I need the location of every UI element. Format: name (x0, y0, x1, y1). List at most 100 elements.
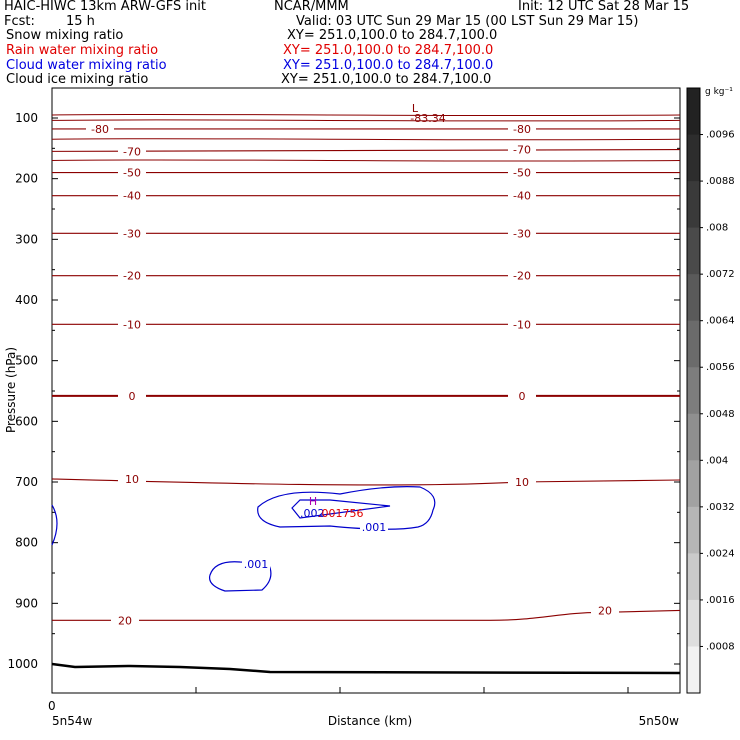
y-tick-label: 500 (15, 354, 38, 368)
isotherm--10 (51, 323, 681, 326)
isotherm-label: 0 (129, 390, 136, 403)
colorbar-swatch (687, 88, 700, 136)
maximum-marker: H (309, 495, 317, 508)
isotherm-label-bg (118, 227, 146, 240)
isotherm-label-bg (508, 476, 536, 488)
field-xy-snow: XY= 251.0,100.0 to 284.7,100.0 (287, 28, 498, 43)
field-name-snow: Snow mixing ratio (6, 28, 124, 43)
isotherm-label-bg (118, 318, 146, 331)
colorbar-swatch (687, 413, 700, 461)
colorbar-swatch (687, 134, 700, 182)
valid-time: Valid: 03 UTC Sun 29 Mar 15 (00 LST Sun … (296, 14, 639, 29)
y-tick-label: 600 (15, 414, 38, 428)
isotherm-label-bg (86, 122, 114, 135)
colorbar-swatch (687, 367, 700, 415)
isotherm-label-bg (111, 614, 139, 627)
isotherm-0 (51, 394, 681, 398)
isotherm-label: -70 (513, 144, 531, 157)
isotherm-label-bg (508, 269, 536, 282)
isotherm-unlabeled (51, 113, 681, 117)
isotherm-label-bg (118, 472, 146, 485)
y-tick-label: 300 (15, 232, 38, 246)
isotherm-label: -50 (123, 167, 141, 180)
colorbar-swatch (687, 646, 700, 694)
colorbar-tick-label: .0024 (706, 548, 735, 559)
minimum-value: -83.34 (410, 112, 445, 125)
isotherm-label: 10 (125, 473, 139, 486)
colorbar-tick-label: .0064 (706, 316, 735, 327)
rain-max-value: .001756 (318, 507, 364, 520)
isotherm-unlabeled (51, 138, 681, 141)
colorbar-swatch (687, 599, 700, 647)
isotherm-unlabeled (51, 119, 681, 122)
colorbar-tick-label: .0048 (706, 409, 735, 420)
isotherm-label-bg (508, 227, 536, 240)
minimum-marker: L (412, 102, 419, 115)
x-start-label: 0 (48, 699, 56, 713)
isotherm--20 (51, 274, 681, 277)
x-axis-title: Distance (km) (328, 714, 412, 728)
y-tick-label: 700 (15, 475, 38, 489)
colorbar-swatch (687, 506, 700, 554)
y-tick-label: 400 (15, 293, 38, 307)
isotherm-label-bg (508, 389, 536, 402)
forecast-value: 15 h (66, 14, 95, 29)
isotherm-label: -80 (91, 123, 109, 136)
field-name-cloud-water: Cloud water mixing ratio (6, 58, 167, 73)
field-name-rain: Rain water mixing ratio (6, 43, 159, 58)
plot-frame (51, 87, 681, 694)
cloud-water-contour-inner (291, 499, 391, 519)
isotherm--80 (51, 128, 681, 130)
y-axis-title: Pressure (hPa) (4, 347, 18, 433)
colorbar-swatch (687, 320, 700, 368)
isotherm-label-bg (508, 189, 536, 202)
colorbar-unit: g kg⁻¹ (705, 87, 733, 97)
isotherm-label: -30 (123, 227, 141, 240)
field-xy-cloud-water: XY= 251.0,100.0 to 284.7,100.0 (283, 58, 494, 73)
colorbar-tick-label: .0096 (706, 130, 735, 141)
isotherm-label-bg (508, 143, 536, 156)
isotherm-label: -70 (123, 145, 141, 158)
colorbar-tick-label: .008 (706, 223, 728, 234)
colorbar-swatch (687, 181, 700, 229)
isotherm-label: -80 (513, 123, 531, 136)
colorbar-swatch (687, 553, 700, 601)
colorbar-tick-label: .0016 (706, 595, 735, 606)
x-left-label: 5n54w (52, 714, 93, 728)
contour-label-bg (360, 521, 388, 533)
y-tick-label: 200 (15, 172, 38, 186)
isotherm-label: -30 (513, 227, 531, 240)
isotherm-label: -40 (123, 190, 141, 203)
isotherm-label: 0 (519, 390, 526, 403)
y-tick-label: 1000 (7, 657, 38, 671)
isotherm-label-bg (508, 318, 536, 331)
isotherm-label-bg (118, 189, 146, 202)
y-tick-label: 100 (15, 111, 38, 125)
isotherm-label-bg (118, 145, 146, 158)
cloud-water-label: .001 (244, 558, 269, 571)
y-tick-label: 800 (15, 536, 38, 550)
isotherm-label: -20 (513, 270, 531, 283)
colorbar-swatch (687, 460, 700, 508)
isotherm-label: 20 (598, 604, 612, 617)
isotherm-label-bg (118, 166, 146, 179)
isotherm-label: -20 (123, 270, 141, 283)
colorbar-tick-label: .0056 (706, 362, 735, 373)
isotherm-label-bg (118, 269, 146, 282)
isotherm-label-bg (508, 122, 536, 135)
cloud-water-contour-lower (208, 561, 272, 592)
cloud-water-contour-outer (257, 486, 436, 530)
isotherm-label: -10 (513, 318, 531, 331)
colorbar-tick-label: .0032 (706, 502, 735, 513)
isotherm-label-bg (508, 166, 536, 179)
isotherm--40 (51, 194, 681, 197)
cloud-water-label: .001 (362, 521, 387, 534)
isotherm--70 (51, 148, 681, 153)
colorbar-tick-label: .0088 (706, 176, 735, 187)
isotherm-20 (52, 609, 681, 621)
field-xy-cloud-ice: XY= 251.0,100.0 to 284.7,100.0 (281, 72, 492, 87)
cloud-water-max-value: .002 (300, 507, 325, 520)
field-xy-rain: XY= 251.0,100.0 to 284.7,100.0 (283, 43, 494, 58)
cloud-water-contour-edge (51, 504, 58, 546)
